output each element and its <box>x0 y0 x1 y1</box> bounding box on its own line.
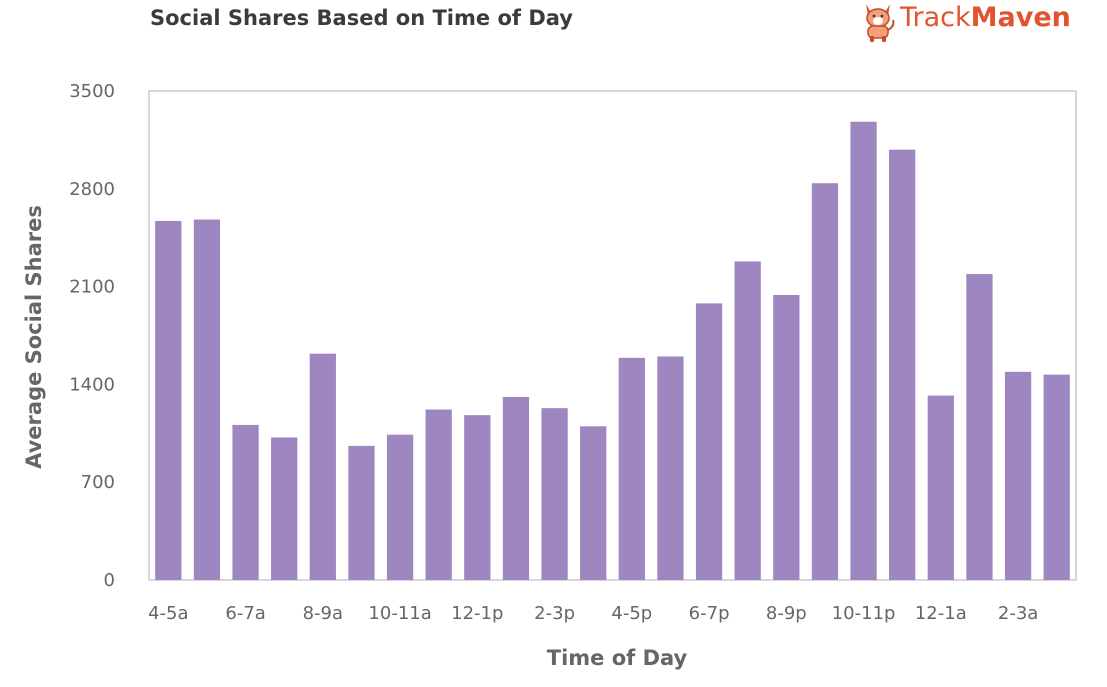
bar-2-3p <box>541 408 568 580</box>
chart-title: Social Shares Based on Time of Day <box>150 6 573 30</box>
bar-1-2a <box>966 274 993 580</box>
bar-10-11a <box>386 434 414 580</box>
x-tick-label: 2-3p <box>534 603 575 624</box>
bars-group <box>155 121 1070 581</box>
bar-5-6p <box>657 356 684 580</box>
brand-name-part2: Maven <box>970 2 1071 33</box>
y-tick-label: 700 <box>81 472 115 493</box>
bar-8-9p <box>773 294 800 580</box>
bar-10-11p <box>850 121 877 581</box>
x-tick-label: 2-3a <box>998 603 1038 624</box>
y-tick-label: 3500 <box>69 81 115 102</box>
bar-4-5p <box>618 357 645 580</box>
x-tick-label: 10-11a <box>368 603 431 624</box>
bar-11a-12p <box>425 409 452 580</box>
trackmaven-logo: TrackMaven <box>860 0 1100 44</box>
y-tick-label: 2800 <box>69 179 115 200</box>
x-tick-labels: 4-5a 6-7a 8-9a 10-11a 12-1p 2-3p 4-5p 6-7p 8-9p 1… <box>148 603 1038 624</box>
plot-frame <box>148 90 1077 581</box>
y-tick-label: 2100 <box>69 277 115 298</box>
brand-name-part1: Track <box>900 2 971 33</box>
x-tick-label: 12-1a <box>915 603 967 624</box>
x-tick-label: 6-7a <box>225 603 265 624</box>
bar-6-7p <box>695 303 723 580</box>
bar-1-2p <box>502 396 530 580</box>
bar-11p-12a <box>889 149 916 580</box>
bar-9-10p <box>811 183 839 580</box>
bar-7-8a <box>271 437 298 580</box>
bar-5-6a <box>193 219 221 581</box>
bar-3-4p <box>580 426 607 580</box>
x-tick-label: 8-9a <box>303 603 343 624</box>
brand-name: TrackMaven <box>900 2 1071 33</box>
bar-2-3a <box>1004 371 1032 580</box>
corgi-mascot-icon <box>866 4 895 42</box>
bar-8-9a <box>309 353 336 580</box>
x-tick-label: 8-9p <box>766 603 807 624</box>
bar-4-5a <box>155 220 182 580</box>
x-tick-label: 6-7p <box>689 603 730 624</box>
y-tick-labels: 0 700 1400 2100 2800 3500 <box>69 81 115 591</box>
y-tick-label: 1400 <box>69 374 115 395</box>
bar-12-1a <box>927 395 954 580</box>
bar-9-10a <box>348 445 375 580</box>
y-axis-title: Average Social Shares <box>22 205 46 469</box>
bar-7-8p <box>734 261 761 580</box>
x-axis-title: Time of Day <box>547 646 688 670</box>
bar-6-7a <box>232 424 259 580</box>
x-tick-label: 4-5a <box>148 603 188 624</box>
bar-12-1p <box>464 415 491 580</box>
bar-3-4a <box>1043 374 1070 580</box>
x-tick-label: 12-1p <box>451 603 503 624</box>
x-tick-label: 4-5p <box>611 603 652 624</box>
y-tick-label: 0 <box>104 570 115 591</box>
x-tick-label: 10-11p <box>832 603 896 624</box>
